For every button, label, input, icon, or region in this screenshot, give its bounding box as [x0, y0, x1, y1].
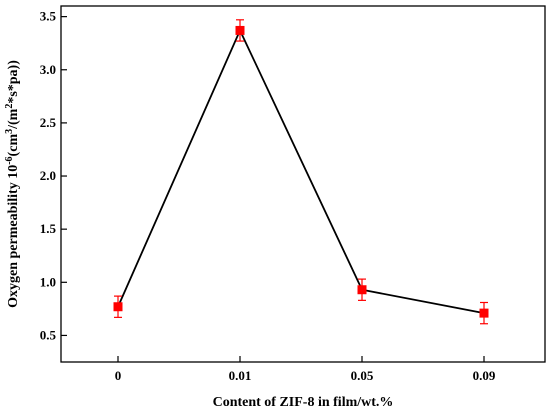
series-line [117, 28, 485, 315]
y-axis-title-sup-c: 2 [4, 104, 15, 109]
x-axis-title: Content of ZIF-8 in film/wt.% [213, 395, 394, 410]
x-tick-label: 0.09 [473, 368, 496, 383]
y-axis-title-sup-a: -6 [4, 156, 15, 164]
y-axis-title: Oxygen permeability 10-6(cm3/(m2*s*pa)) [4, 60, 21, 308]
x-tick-label: 0 [115, 368, 122, 383]
y-axis-title-part-a: Oxygen permeability 10 [6, 165, 21, 308]
y-axis-title-part-c: /(m [6, 108, 21, 130]
y-axis-title-sup-b: 3 [4, 129, 15, 134]
y-tick-label: 1.0 [40, 274, 56, 289]
y-axis: 0.5 1.0 1.5 2.0 2.5 3.0 3.5 [40, 9, 67, 342]
x-tick-label: 0.01 [229, 368, 252, 383]
plot-frame [60, 5, 546, 363]
data-point [479, 308, 489, 318]
y-tick-label: 2.0 [40, 168, 56, 183]
data-point [235, 25, 245, 35]
data-point [113, 302, 123, 312]
y-tick-label: 3.5 [40, 9, 57, 24]
data-point [357, 285, 367, 295]
x-axis: 0 0.01 0.05 0.09 [115, 356, 496, 383]
error-bars [114, 19, 488, 325]
x-tick-label: 0.05 [351, 368, 374, 383]
y-tick-label: 0.5 [40, 327, 57, 342]
y-axis-title-part-d: *s*pa)) [6, 60, 21, 104]
y-tick-label: 1.5 [40, 221, 57, 236]
y-tick-label: 2.5 [40, 115, 57, 130]
y-tick-label: 3.0 [40, 62, 56, 77]
y-axis-title-part-b: (cm [6, 134, 21, 157]
data-markers [113, 25, 489, 318]
